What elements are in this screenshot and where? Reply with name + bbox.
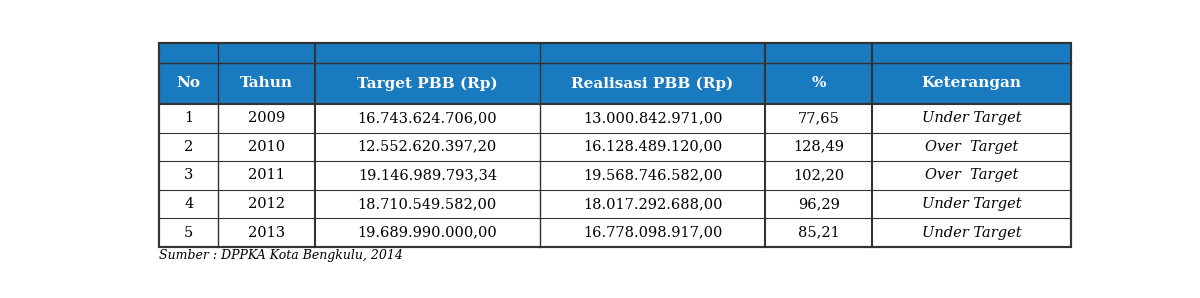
- Bar: [872, 63, 1070, 104]
- Text: 4: 4: [184, 197, 193, 211]
- Text: Realisasi PBB (Rp): Realisasi PBB (Rp): [571, 76, 733, 91]
- Text: 2012: 2012: [248, 197, 286, 211]
- Text: 102,20: 102,20: [793, 168, 845, 182]
- Text: Keterangan: Keterangan: [922, 77, 1021, 91]
- Bar: [766, 63, 872, 104]
- Bar: [160, 63, 218, 104]
- Text: Sumber : DPPKA Kota Bengkulu, 2014: Sumber : DPPKA Kota Bengkulu, 2014: [160, 249, 403, 262]
- Text: 128,49: 128,49: [793, 140, 845, 154]
- Text: Over  Target: Over Target: [925, 168, 1019, 182]
- Text: %: %: [811, 77, 826, 91]
- Text: Under Target: Under Target: [922, 197, 1021, 211]
- Text: 77,65: 77,65: [798, 111, 840, 125]
- Text: Tahun: Tahun: [240, 77, 293, 91]
- Text: 2009: 2009: [248, 111, 286, 125]
- Text: 16.128.489.120,00: 16.128.489.120,00: [583, 140, 722, 154]
- Text: 3: 3: [184, 168, 193, 182]
- Bar: [160, 43, 1070, 63]
- Bar: [160, 43, 1070, 247]
- Text: 13.000.842.971,00: 13.000.842.971,00: [583, 111, 722, 125]
- Text: 18.017.292.688,00: 18.017.292.688,00: [583, 197, 722, 211]
- Text: 12.552.620.397,20: 12.552.620.397,20: [358, 140, 497, 154]
- Text: 5: 5: [184, 226, 193, 240]
- Bar: [160, 190, 1070, 218]
- Text: 18.710.549.582,00: 18.710.549.582,00: [358, 197, 497, 211]
- Text: 2011: 2011: [248, 168, 284, 182]
- Bar: [160, 133, 1070, 161]
- Text: 19.568.746.582,00: 19.568.746.582,00: [583, 168, 722, 182]
- Text: 19.689.990.000,00: 19.689.990.000,00: [358, 226, 497, 240]
- Text: Over  Target: Over Target: [925, 140, 1019, 154]
- Text: 2: 2: [184, 140, 193, 154]
- Bar: [314, 63, 540, 104]
- Bar: [160, 218, 1070, 247]
- Text: 1: 1: [185, 111, 193, 125]
- Bar: [160, 161, 1070, 190]
- Text: 96,29: 96,29: [798, 197, 840, 211]
- Text: 19.146.989.793,34: 19.146.989.793,34: [358, 168, 497, 182]
- Text: Under Target: Under Target: [922, 111, 1021, 125]
- Text: 16.743.624.706,00: 16.743.624.706,00: [358, 111, 497, 125]
- Text: 85,21: 85,21: [798, 226, 840, 240]
- Text: 2013: 2013: [248, 226, 286, 240]
- Text: 16.778.098.917,00: 16.778.098.917,00: [583, 226, 722, 240]
- Bar: [540, 63, 766, 104]
- Text: Target PBB (Rp): Target PBB (Rp): [358, 76, 498, 91]
- Bar: [160, 43, 1070, 247]
- Text: Under Target: Under Target: [922, 226, 1021, 240]
- Bar: [160, 104, 1070, 133]
- Bar: [218, 63, 314, 104]
- Text: No: No: [176, 77, 200, 91]
- Text: 2010: 2010: [248, 140, 286, 154]
